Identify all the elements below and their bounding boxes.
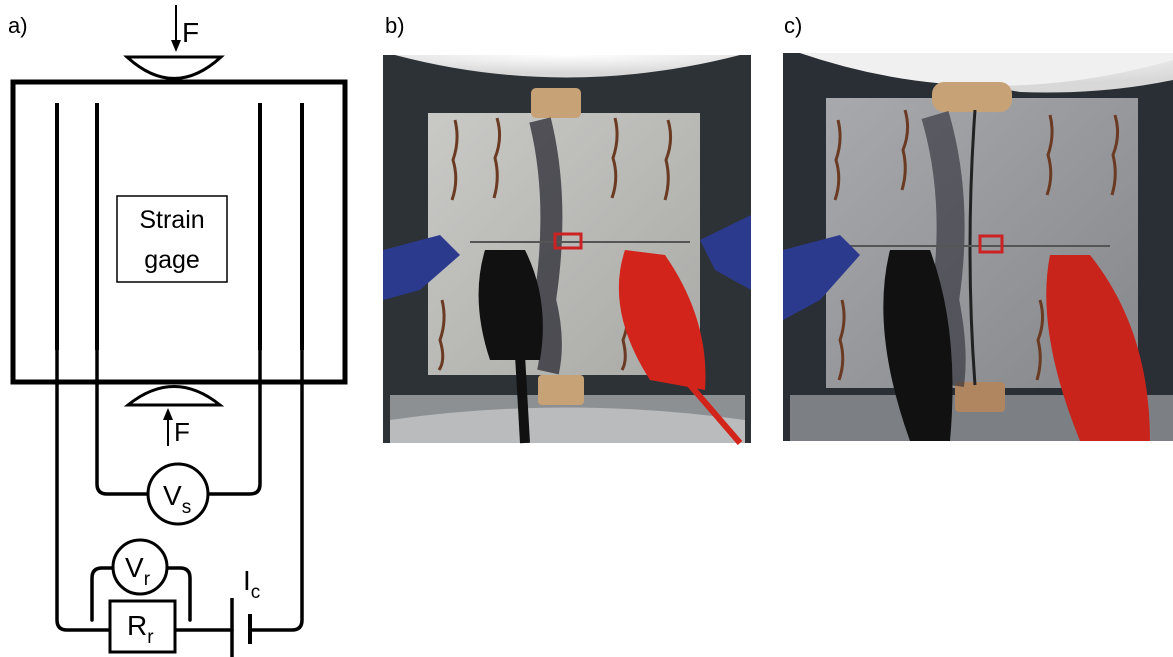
photo xyxy=(783,53,1173,441)
circuit-diagram: F Strain gage F Vs Ic Rr Vr xyxy=(13,5,345,657)
subscript: r xyxy=(144,569,151,590)
photo-shape xyxy=(538,375,584,405)
symbol: R xyxy=(127,610,147,641)
photo-shape xyxy=(520,355,525,443)
figure: a) b) c) F Strain gage F Vs Ic Rr xyxy=(0,0,1173,657)
photo-shape xyxy=(932,82,1012,112)
top-platen xyxy=(127,57,221,79)
bottom-platen xyxy=(128,387,220,406)
symbol: V xyxy=(125,552,144,583)
panel-label: c) xyxy=(784,13,802,38)
photo xyxy=(383,55,751,443)
subscript: r xyxy=(147,627,154,648)
panel-label: a) xyxy=(8,13,28,38)
current-label: Ic xyxy=(243,565,260,603)
subscript: c xyxy=(251,582,261,603)
strain-gage-label: gage xyxy=(144,246,200,274)
panel-label: b) xyxy=(385,13,405,38)
force-label: F xyxy=(182,17,199,48)
strain-gage-label: Strain xyxy=(139,206,204,234)
symbol: I xyxy=(243,565,251,596)
symbol: V xyxy=(163,480,182,511)
force-label: F xyxy=(174,417,190,447)
wire xyxy=(57,350,110,630)
arrow-head xyxy=(171,40,181,52)
photo-shape xyxy=(531,88,581,118)
subscript: s xyxy=(182,497,192,518)
arrow-head xyxy=(163,408,173,420)
